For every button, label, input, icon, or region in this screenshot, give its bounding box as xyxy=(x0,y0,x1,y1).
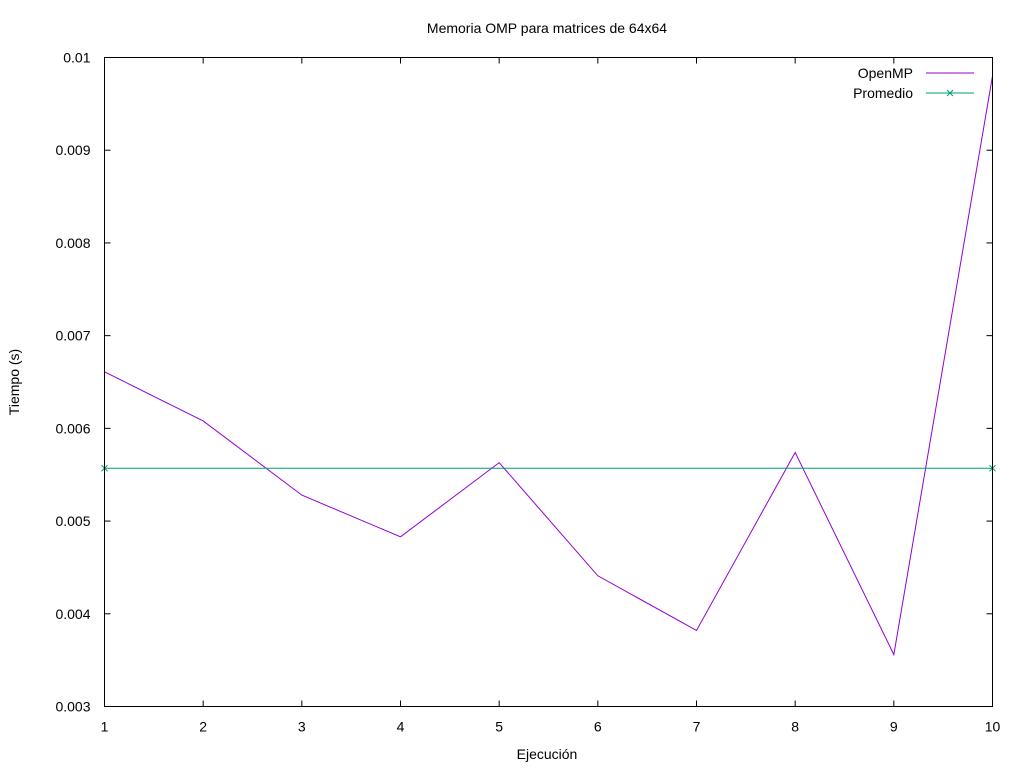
chart-title: Memoria OMP para matrices de 64x64 xyxy=(427,20,667,36)
data-point-openmp xyxy=(696,630,697,631)
data-point-openmp xyxy=(499,462,500,463)
data-point-openmp xyxy=(795,452,796,453)
x-axis-label: Ejecución xyxy=(517,746,578,762)
x-tick-label: 4 xyxy=(397,719,405,735)
y-tick-label: 0.006 xyxy=(55,420,90,436)
y-tick-label: 0.01 xyxy=(63,50,90,66)
axis-ticks: 1 2 3 4 5 6 7 8 9 10 0.003 0.004 0.005 0.006 0.007 0.00… xyxy=(55,50,1000,735)
y-tick-label: 0.008 xyxy=(55,235,90,251)
y-tick-label: 0.005 xyxy=(55,513,90,529)
legend-label-openmp: OpenMP xyxy=(858,65,913,81)
y-tick-label: 0.007 xyxy=(55,328,90,344)
y-tick-label: 0.004 xyxy=(55,606,90,622)
x-tick-label: 10 xyxy=(985,719,1001,735)
x-tick-label: 2 xyxy=(199,719,207,735)
data-point-openmp xyxy=(301,495,302,496)
x-tick-label: 7 xyxy=(693,719,701,735)
data-point-openmp xyxy=(893,654,894,655)
x-marker xyxy=(946,89,954,97)
legend: OpenMP Promedio xyxy=(853,65,974,101)
x-tick-label: 9 xyxy=(890,719,898,735)
data-point-openmp xyxy=(203,420,204,421)
x-tick-label: 1 xyxy=(101,719,109,735)
series-line-openmp xyxy=(104,75,993,657)
y-tick-label: 0.003 xyxy=(55,699,90,715)
legend-label-promedio: Promedio xyxy=(853,85,913,101)
data-point-openmp xyxy=(400,536,401,537)
y-axis-label: Tiempo (s) xyxy=(6,349,22,415)
x-tick-label: 3 xyxy=(298,719,306,735)
plot-area xyxy=(101,75,996,657)
data-point-openmp xyxy=(597,575,598,576)
x-tick-label: 8 xyxy=(791,719,799,735)
x-tick-label: 6 xyxy=(594,719,602,735)
plot-frame xyxy=(104,57,993,707)
y-tick-label: 0.009 xyxy=(55,142,90,158)
x-tick-label: 5 xyxy=(495,719,503,735)
